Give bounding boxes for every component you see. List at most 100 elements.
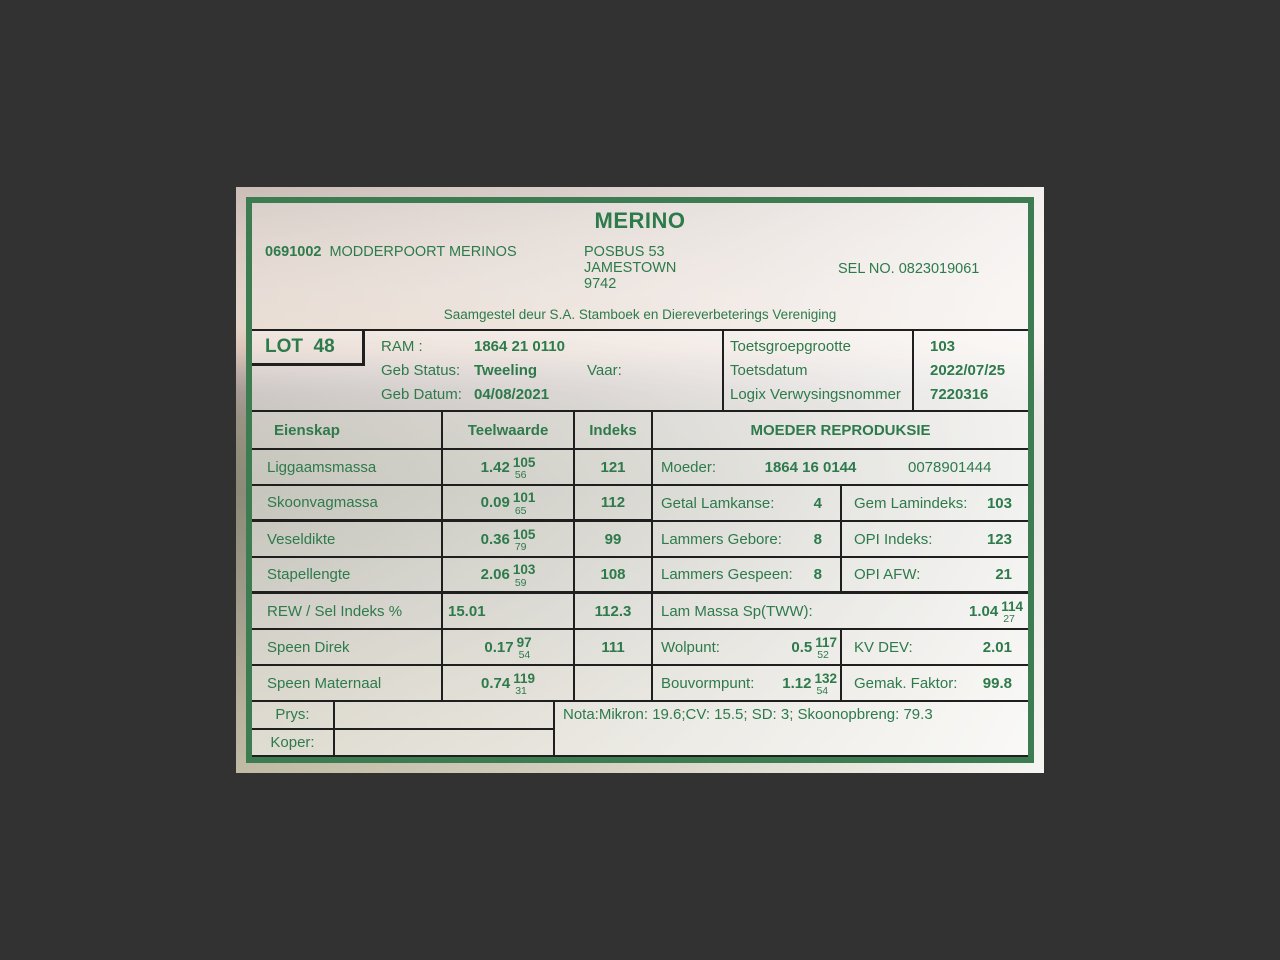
card-content: MERINO 0691002 MODDERPOORT MERINOS POSBUS…: [252, 203, 1028, 757]
moeder-pair-row: Lammers Gebore: 8 OPI Indeks: 123: [653, 522, 1028, 558]
moeder-label: Moeder:: [661, 458, 717, 476]
pair-left-label: Lammers Gebore:: [661, 530, 782, 548]
trait-accuracy-top: 105: [512, 454, 536, 470]
stat-right-label: KV DEV:: [854, 638, 913, 656]
trait-accuracy-top: 103: [512, 562, 536, 577]
test-value: 2022/07/25: [930, 362, 1006, 379]
trait-row: Speen Maternaal 0.74 119 31: [252, 666, 653, 702]
stat-left-value: 1.12: [782, 674, 812, 692]
test-value: 103: [930, 338, 956, 355]
pair-left-value: 4: [813, 494, 822, 512]
test-divider-line: [912, 331, 914, 410]
trait-name: Skoonvagmassa: [252, 486, 443, 522]
test-info-block: Toetsgroepgrootte 103 Toetsdatum 2022/07…: [730, 331, 1028, 410]
col-eienskap: Eienskap: [252, 412, 443, 450]
tww-row: Lam Massa Sp(TWW): 1.04 114 27: [653, 594, 1028, 630]
moeder-pair-row: Getal Lamkanse: 4 Gem Lamindeks: 103: [653, 486, 1028, 522]
trait-index: 121: [575, 450, 653, 486]
trait-index: [575, 666, 653, 702]
geb-datum-value: 04/08/2021: [474, 386, 550, 403]
trait-value: 0.17: [484, 638, 514, 656]
stat-right-value: 2.01: [982, 638, 1012, 656]
koper-row: Koper:: [252, 729, 553, 757]
trait-value: 0.36: [480, 530, 510, 548]
trait-row: Speen Direk 0.17 97 54 111: [252, 630, 653, 666]
moeder-pair-row: Lammers Gespeen: 8 OPI AFW: 21: [653, 558, 1028, 594]
trait-value-cell: 2.06 103 59: [443, 558, 575, 594]
test-label: Toetsdatum: [730, 362, 808, 379]
geb-status-row: Geb Status: Tweeling Vaar:: [381, 359, 622, 383]
trait-row: REW / Sel Indeks % 15.01 112.3: [252, 594, 653, 630]
lot-divider-line: [722, 331, 724, 410]
pair-right-label: OPI Indeks:: [854, 530, 933, 548]
stat-left-label: Bouvormpunt:: [661, 674, 755, 692]
stat-left-label: Wolpunt:: [661, 638, 720, 656]
trait-accuracy-bottom: 54: [518, 649, 531, 661]
tww-label: Lam Massa Sp(TWW):: [661, 602, 813, 620]
moeder-header: MOEDER REPRODUKSIE: [653, 412, 1028, 450]
geb-status-value: Tweeling: [474, 362, 538, 379]
trait-accuracy-top: 97: [516, 634, 532, 650]
stat-row: Bouvormpunt: 1.12 132 54 Gemak. Faktor: 99…: [653, 666, 1028, 702]
stat-accuracy-top: 132: [814, 670, 837, 686]
pair-left-label: Lammers Gespeen:: [661, 566, 793, 583]
moeder-alt-id: 0078901444: [908, 458, 992, 476]
trait-value: 15.01: [448, 602, 486, 620]
trait-accuracy-top: 101: [512, 490, 536, 505]
koper-label: Koper:: [252, 729, 335, 755]
trait-value-cell: 0.74 119 31: [443, 666, 575, 702]
pair-left-value: 8: [813, 530, 822, 548]
trait-accuracy-bottom: 79: [514, 541, 527, 553]
stat-left-value: 0.5: [791, 638, 813, 656]
trait-value-cell: 0.09 101 65: [443, 486, 575, 522]
geb-datum-row: Geb Datum: 04/08/2021: [381, 383, 565, 407]
moeder-table: MOEDER REPRODUKSIE Moeder: 1864 16 0144 …: [653, 410, 1028, 702]
pair-right-value: 103: [986, 494, 1012, 512]
traits-table: Eienskap Teelwaarde Indeks Liggaamsmassa…: [252, 410, 653, 702]
koper-value-box: [335, 730, 553, 756]
test-row: Toetsdatum 2022/07/25: [730, 362, 1028, 379]
address-block: POSBUS 53 JAMESTOWN 9742: [584, 244, 676, 292]
trait-index: 112: [575, 486, 653, 522]
test-row: Toetsgroepgrootte 103: [730, 338, 1028, 355]
stat-accuracy-bottom: 54: [816, 685, 829, 697]
trait-value: 2.06: [480, 566, 510, 583]
trait-row: Liggaamsmassa 1.42 105 56 121: [252, 450, 653, 486]
trait-index: 111: [575, 630, 653, 666]
ram-id-row: RAM : 1864 21 0110: [381, 335, 565, 359]
pair-right-value: 21: [995, 566, 1012, 583]
ram-id: 1864 21 0110: [474, 338, 565, 355]
tww-value: 1.04: [969, 602, 999, 620]
address-line: POSBUS 53: [584, 244, 665, 260]
trait-name: Speen Direk: [252, 630, 443, 666]
trait-value: 1.42: [480, 458, 510, 476]
sel-no: SEL NO. 0823019061: [838, 261, 980, 277]
stat-row: Wolpunt: 0.5 117 52 KV DEV: 2.01: [653, 630, 1028, 666]
lot-section: LOT 48 RAM : 1864 21 0110 Geb Status: Twee…: [252, 329, 1028, 410]
trait-value: 0.09: [480, 494, 510, 511]
col-teelwaarde: Teelwaarde: [443, 412, 575, 450]
certificate-card: MERINO 0691002 MODDERPOORT MERINOS POSBUS…: [236, 187, 1044, 773]
trait-row: Skoonvagmassa 0.09 101 65 112: [252, 486, 653, 522]
tww-accuracy-bottom: 27: [1003, 613, 1015, 625]
breeder-name: MODDERPOORT MERINOS: [329, 244, 517, 260]
association-subtitle: Saamgestel deur S.A. Stamboek en Diereve…: [443, 307, 837, 322]
green-frame: [246, 197, 1034, 763]
geb-datum-label: Geb Datum:: [381, 386, 462, 403]
stat-right-value: 99.8: [982, 674, 1012, 692]
test-row: Logix Verwysingsnommer 7220316: [730, 386, 1028, 403]
trait-accuracy-bottom: 31: [515, 685, 527, 697]
traits-header-row: Eienskap Teelwaarde Indeks: [252, 412, 653, 450]
trait-name: Veseldikte: [252, 522, 443, 558]
stat-right-label: Gemak. Faktor:: [854, 674, 958, 692]
ram-details: RAM : 1864 21 0110 Geb Status: Tweeling Va…: [381, 335, 622, 407]
trait-value-cell: 15.01: [443, 594, 575, 630]
pair-right-label: Gem Lamindeks:: [854, 494, 968, 512]
trait-accuracy-bottom: 56: [514, 469, 527, 481]
geb-status-label: Geb Status:: [381, 362, 461, 379]
pair-left-value: 8: [813, 566, 822, 583]
trait-value-cell: 1.42 105 56: [443, 450, 575, 486]
trait-accuracy-bottom: 65: [514, 504, 527, 517]
price-buyer-block: Prys: Koper:: [252, 702, 553, 757]
